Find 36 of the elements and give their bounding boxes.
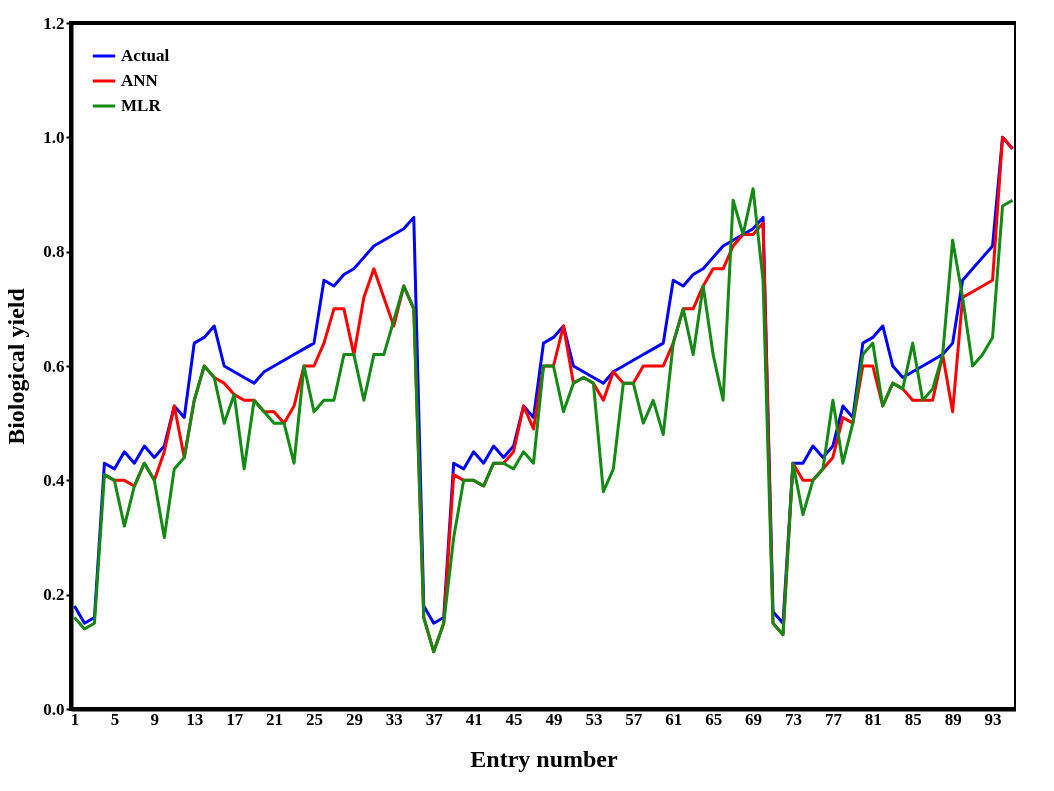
x-tick-label: 73 — [784, 709, 802, 729]
x-tick-label: 89 — [944, 709, 962, 729]
x-axis-title: Entry number — [470, 745, 619, 772]
x-tick-label: 45 — [505, 709, 523, 729]
y-tick-label: 0.6 — [43, 356, 65, 376]
x-tick-label: 77 — [824, 709, 843, 729]
x-tick-label: 1 — [70, 709, 80, 729]
y-tick-label: 0.2 — [43, 585, 65, 605]
y-tick-label: 0.0 — [43, 699, 65, 719]
x-tick-label: 81 — [864, 709, 882, 729]
x-tick-label: 61 — [665, 709, 683, 729]
x-tick-label: 69 — [745, 709, 763, 729]
x-tick-label: 85 — [904, 709, 922, 729]
y-axis-title: Biological yield — [3, 287, 30, 445]
x-tick-label: 37 — [425, 709, 444, 729]
x-tick-label: 13 — [186, 709, 204, 729]
x-tick-label: 49 — [545, 709, 563, 729]
x-tick-label: 21 — [266, 709, 284, 729]
legend-label: ANN — [121, 71, 159, 90]
x-tick-label: 29 — [345, 709, 363, 729]
x-tick-label: 57 — [625, 709, 643, 729]
x-tick-label: 53 — [585, 709, 603, 729]
x-tick-label: 93 — [984, 709, 1002, 729]
y-tick-label: 1.2 — [43, 13, 65, 33]
y-tick-label: 1.0 — [43, 127, 65, 147]
x-tick-label: 17 — [226, 709, 244, 729]
x-tick-label: 65 — [705, 709, 723, 729]
x-tick-label: 41 — [465, 709, 483, 729]
x-tick-label: 5 — [110, 709, 120, 729]
x-tick-label: 33 — [385, 709, 403, 729]
x-tick-label: 9 — [150, 709, 160, 729]
y-tick-label: 0.8 — [43, 242, 65, 262]
y-tick-label: 0.4 — [43, 470, 65, 490]
x-tick-label: 25 — [305, 709, 323, 729]
legend-label: MLR — [121, 96, 162, 115]
legend-label: Actual — [121, 46, 170, 65]
